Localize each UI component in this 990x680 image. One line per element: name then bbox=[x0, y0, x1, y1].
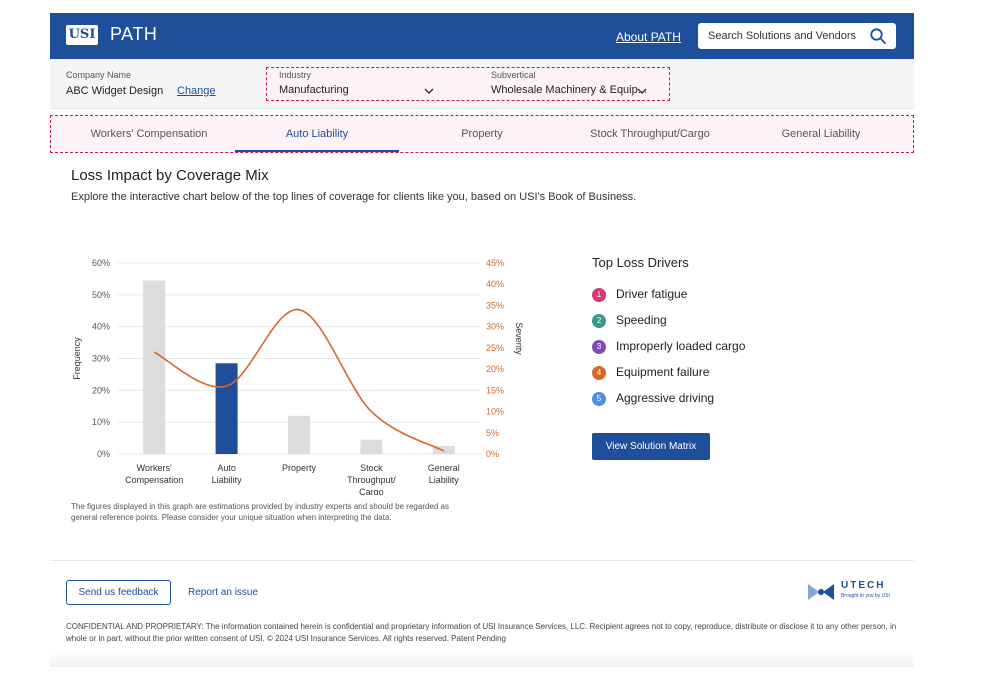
search-box bbox=[698, 23, 896, 49]
about-path-link[interactable]: About PATH bbox=[616, 30, 681, 44]
driver-number-badge: 5 bbox=[592, 392, 606, 406]
x-category-label: Auto Liability bbox=[212, 463, 243, 485]
x-category-label: General Liability bbox=[428, 463, 460, 485]
y2-tick-label: 5% bbox=[486, 428, 499, 438]
industry-selector-group: Industry Manufacturing Subvertical Whole… bbox=[266, 67, 670, 101]
search-input[interactable] bbox=[708, 27, 868, 45]
footer-shade bbox=[50, 653, 914, 667]
subvertical-label: Subvertical bbox=[491, 70, 536, 80]
x-category-label: Property bbox=[282, 463, 317, 473]
tab-property[interactable]: Property bbox=[461, 128, 503, 140]
driver-number-badge: 4 bbox=[592, 366, 606, 380]
page-title: Loss Impact by Coverage Mix bbox=[71, 167, 269, 184]
app-frame: USI PATH About PATH Company Name ABC Wid… bbox=[50, 13, 914, 667]
industry-value: Manufacturing bbox=[279, 84, 349, 96]
tab-auto-liability[interactable]: Auto Liability bbox=[235, 116, 399, 152]
severity-line bbox=[153, 308, 445, 452]
subvertical-select[interactable]: Wholesale Machinery & Equip... bbox=[479, 68, 669, 100]
company-name-value: ABC Widget Design bbox=[66, 85, 164, 97]
driver-number-badge: 1 bbox=[592, 288, 606, 302]
loss-impact-chart[interactable]: 0% 10% 20% 30% 40% 50% 60% 0% 5% 10% 15% 20% 25% 30% 3… bbox=[50, 233, 550, 495]
driver-number-badge: 2 bbox=[592, 314, 606, 328]
view-solution-matrix-button[interactable]: View Solution Matrix bbox=[592, 433, 710, 460]
driver-number-badge: 3 bbox=[592, 340, 606, 354]
search-icon[interactable] bbox=[869, 27, 887, 45]
tab-general-liability[interactable]: General Liability bbox=[781, 128, 861, 140]
utech-tagline: Brought to you by USI bbox=[841, 593, 890, 599]
y2-tick-label: 0% bbox=[486, 449, 499, 459]
y2-tick-label: 25% bbox=[486, 343, 504, 353]
y2-tick-label: 30% bbox=[486, 322, 504, 332]
x-category-label: Stock Throughput/Cargo bbox=[347, 463, 396, 495]
y-tick-label: 60% bbox=[92, 258, 110, 268]
report-issue-link[interactable]: Report an issue bbox=[188, 587, 259, 598]
y-axis-title: Frequency bbox=[72, 337, 82, 380]
industry-select[interactable]: Manufacturing bbox=[267, 68, 457, 100]
y-tick-label: 0% bbox=[97, 449, 110, 459]
driver-label: Equipment failure bbox=[616, 365, 710, 379]
frequency-bar bbox=[143, 280, 166, 454]
company-name-label: Company Name bbox=[66, 70, 132, 80]
y-tick-label: 10% bbox=[92, 417, 110, 427]
frequency-bar bbox=[288, 415, 310, 454]
y2-tick-label: 20% bbox=[486, 364, 504, 374]
usi-logo[interactable]: USI bbox=[66, 25, 98, 45]
frequency-bar bbox=[215, 363, 238, 454]
y-tick-label: 20% bbox=[92, 385, 110, 395]
y2-axis-title: Severity bbox=[514, 322, 524, 355]
driver-label: Aggressive driving bbox=[616, 391, 715, 405]
frequency-bar bbox=[432, 446, 455, 454]
send-feedback-button[interactable]: Send us feedback bbox=[66, 580, 171, 605]
utech-name: UTECH bbox=[841, 580, 886, 591]
chevron-down-icon bbox=[424, 88, 434, 94]
tab-workers-compensation[interactable]: Workers' Compensation bbox=[90, 128, 208, 140]
y2-tick-label: 45% bbox=[486, 258, 504, 268]
y-tick-label: 30% bbox=[92, 354, 110, 364]
top-header: USI PATH About PATH bbox=[50, 13, 914, 59]
coverage-tabs: Workers' Compensation Auto Liability Pro… bbox=[50, 115, 914, 153]
industry-label: Industry bbox=[279, 70, 312, 80]
y2-tick-label: 35% bbox=[486, 300, 504, 310]
tab-stock-throughput-cargo[interactable]: Stock Throughput/Cargo bbox=[590, 128, 710, 140]
frequency-bar bbox=[360, 439, 383, 454]
chevron-down-icon bbox=[637, 88, 647, 94]
y2-tick-label: 40% bbox=[486, 279, 504, 289]
driver-label: Driver fatigue bbox=[616, 287, 688, 301]
footer-divider bbox=[50, 560, 914, 561]
chart-disclaimer: The figures displayed in this graph are … bbox=[71, 502, 449, 522]
legal-notice: CONFIDENTIAL AND PROPRIETARY: The inform… bbox=[66, 622, 897, 643]
driver-label: Speeding bbox=[616, 313, 667, 327]
y2-tick-label: 15% bbox=[486, 385, 504, 395]
driver-label: Improperly loaded cargo bbox=[616, 339, 746, 353]
utech-logo: UTECH Brought to you by USI bbox=[806, 580, 902, 604]
top-loss-drivers-title: Top Loss Drivers bbox=[592, 255, 689, 270]
change-company-link[interactable]: Change bbox=[177, 85, 216, 97]
utech-logo-icon bbox=[808, 584, 834, 600]
y2-tick-label: 10% bbox=[486, 407, 504, 417]
x-category-label: Workers' Compensation bbox=[125, 463, 183, 485]
y-tick-label: 50% bbox=[92, 290, 110, 300]
y-tick-label: 40% bbox=[92, 322, 110, 332]
app-title: PATH bbox=[110, 24, 158, 44]
company-bar: Company Name ABC Widget Design Change In… bbox=[50, 59, 914, 109]
subvertical-value: Wholesale Machinery & Equip... bbox=[491, 84, 647, 96]
page-subtitle: Explore the interactive chart below of t… bbox=[71, 191, 637, 203]
